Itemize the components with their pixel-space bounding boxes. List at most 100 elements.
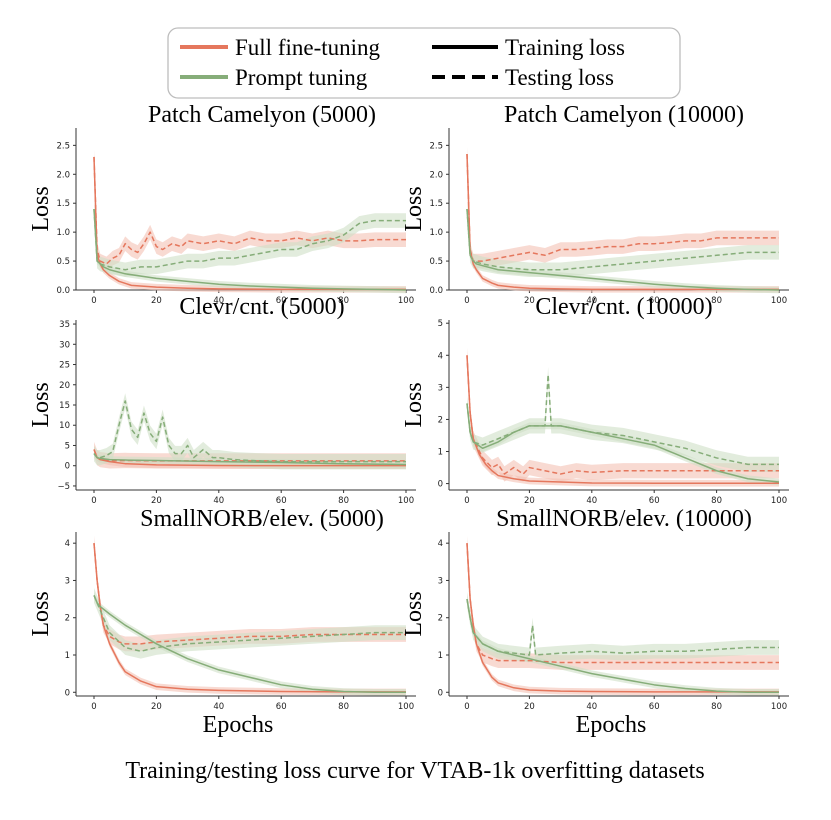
x-tick-label: 0 (464, 496, 469, 506)
x-tick-label: 40 (586, 296, 597, 306)
series-line-full-training (466, 154, 779, 291)
series-band (467, 201, 779, 278)
series-line-full-training (466, 543, 779, 693)
x-tick-label: 80 (338, 702, 349, 712)
x-tick-label: 80 (711, 496, 722, 506)
legend-label-prompt: Prompt tuning (235, 65, 368, 90)
x-tick-label: 40 (586, 496, 597, 506)
x-tick-label: 40 (213, 496, 224, 506)
x-tick-label: 60 (276, 296, 287, 306)
subplot-title: Clevr/cnt. (5000) (179, 294, 344, 320)
y-axis-label: Loss (401, 591, 427, 636)
y-tick-label: 2 (65, 614, 70, 624)
x-axis-label: Epochs (576, 712, 647, 738)
y-axis-label: Loss (28, 382, 54, 427)
y-tick-label: 2 (438, 415, 443, 425)
x-tick-label: 20 (524, 702, 535, 712)
legend-label-training: Training loss (505, 35, 625, 60)
x-tick-label: 80 (338, 496, 349, 506)
figure-caption: Training/testing loss curve for VTAB-1k … (125, 758, 704, 784)
series-line-prompt-testing (466, 373, 779, 466)
x-tick-label: 100 (398, 496, 414, 506)
y-tick-label: 0.5 (429, 257, 443, 267)
subplot-title: SmallNORB/elev. (5000) (140, 506, 384, 532)
series-line-prompt-training (93, 453, 407, 466)
y-tick-label: 0 (65, 688, 70, 698)
x-tick-label: 20 (151, 702, 162, 712)
legend-label-testing: Testing loss (505, 65, 614, 90)
x-tick-label: 100 (771, 296, 787, 306)
y-tick-label: 15 (59, 401, 70, 411)
y-axis-label: Loss (28, 186, 54, 231)
y-tick-label: 3 (438, 383, 443, 393)
y-tick-label: 0.5 (56, 257, 70, 267)
x-tick-label: 40 (213, 702, 224, 712)
x-tick-label: 20 (151, 496, 162, 506)
x-tick-label: 100 (771, 496, 787, 506)
subplot-patch-camelyon-10000: Patch Camelyon (10000) Loss 0.0 0.5 1.0 1.5 2.… (401, 102, 789, 306)
x-tick-label: 100 (398, 296, 414, 306)
x-tick-label: 60 (276, 496, 287, 506)
series-band (467, 146, 779, 269)
y-tick-label: 1.5 (429, 199, 443, 209)
y-tick-label: 30 (59, 340, 70, 350)
y-axis-label: Loss (401, 382, 427, 427)
y-tick-label: 5 (438, 319, 443, 329)
x-tick-label: 0 (464, 296, 469, 306)
y-tick-label: 2.5 (429, 141, 443, 151)
series-line-prompt-testing (93, 208, 406, 271)
subplot-clevr-cnt-5000: Clevr/cnt. (5000) Loss −5 0 5 10 15 20 25 30 35 0 20… (28, 294, 416, 506)
subplot-title: Patch Camelyon (5000) (148, 102, 376, 128)
y-tick-label: 2.0 (56, 170, 70, 180)
series-line-full-testing (466, 543, 779, 664)
y-tick-label: 2 (438, 614, 443, 624)
series-band (94, 393, 406, 470)
y-tick-label: 3 (65, 576, 70, 586)
y-tick-label: 20 (59, 381, 70, 391)
series-line-prompt-testing (93, 595, 406, 653)
y-tick-label: 4 (438, 351, 443, 361)
y-tick-label: 0.0 (56, 286, 70, 296)
y-tick-label: 2.5 (56, 141, 70, 151)
y-tick-label: 25 (59, 361, 70, 371)
x-tick-label: 100 (398, 702, 414, 712)
y-tick-label: 0.0 (429, 286, 443, 296)
subplot-title: Clevr/cnt. (10000) (535, 294, 712, 320)
x-tick-label: 0 (91, 296, 96, 306)
y-tick-label: 4 (65, 539, 70, 549)
y-tick-label: −5 (57, 482, 70, 492)
y-tick-label: 0 (65, 462, 70, 472)
legend-frame (167, 27, 681, 99)
x-tick-label: 80 (711, 702, 722, 712)
legend: Full fine-tuning Prompt tuning Training … (167, 27, 681, 99)
series-band (94, 587, 406, 659)
x-axis-label: Epochs (203, 712, 274, 738)
x-tick-label: 60 (649, 496, 660, 506)
y-tick-label: 0 (438, 688, 443, 698)
series-line-full-training (466, 355, 779, 485)
y-tick-label: 4 (438, 539, 443, 549)
y-tick-label: 1.5 (56, 199, 70, 209)
legend-label-full: Full fine-tuning (235, 35, 381, 60)
y-tick-label: 1 (65, 651, 70, 661)
x-tick-label: 20 (524, 496, 535, 506)
series-band (467, 539, 779, 696)
series-line-prompt-training (466, 208, 780, 291)
y-tick-label: 0 (438, 480, 443, 490)
series-band (467, 591, 779, 663)
x-tick-label: 60 (649, 702, 660, 712)
x-tick-label: 60 (649, 296, 660, 306)
x-tick-label: 0 (464, 702, 469, 712)
series-band (467, 366, 779, 472)
x-tick-label: 0 (91, 702, 96, 712)
x-tick-label: 20 (151, 296, 162, 306)
series-line-prompt-testing (93, 400, 406, 463)
y-tick-label: 1.0 (56, 228, 70, 238)
x-tick-label: 20 (524, 296, 535, 306)
x-tick-label: 80 (711, 296, 722, 306)
x-tick-label: 80 (338, 296, 349, 306)
x-tick-label: 60 (276, 702, 287, 712)
series-line-prompt-testing (466, 208, 779, 271)
